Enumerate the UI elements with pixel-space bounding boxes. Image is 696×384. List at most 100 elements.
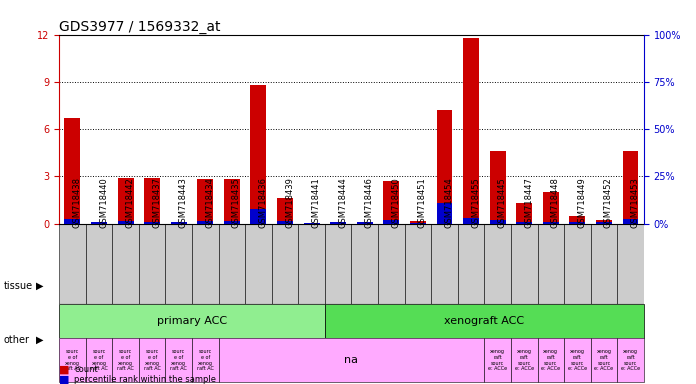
Bar: [251, 85, 267, 223]
Bar: [224, 221, 240, 223]
Bar: [591, 223, 617, 305]
Text: ■: ■: [59, 364, 73, 374]
Text: GSM718446: GSM718446: [365, 177, 374, 228]
Bar: [192, 223, 219, 305]
Bar: [112, 338, 139, 382]
Bar: [564, 223, 591, 305]
Text: tissue: tissue: [3, 281, 33, 291]
Text: sourc
e of
xenog
raft AC: sourc e of xenog raft AC: [171, 349, 187, 371]
Bar: [65, 118, 81, 223]
Bar: [192, 338, 219, 382]
Bar: [511, 223, 537, 305]
Text: xenog
raft
sourc
e: ACCe: xenog raft sourc e: ACCe: [594, 349, 613, 371]
Text: GDS3977 / 1569332_at: GDS3977 / 1569332_at: [59, 20, 221, 33]
Bar: [59, 305, 325, 338]
Bar: [463, 38, 479, 223]
Bar: [516, 203, 532, 223]
Bar: [463, 218, 479, 223]
Text: GSM718449: GSM718449: [578, 177, 586, 228]
Bar: [166, 223, 192, 305]
Text: GSM718435: GSM718435: [232, 177, 241, 228]
Text: xenog
raft
sourc
e: ACCe: xenog raft sourc e: ACCe: [568, 349, 587, 371]
Bar: [219, 223, 245, 305]
Text: other: other: [3, 335, 29, 345]
Bar: [378, 223, 404, 305]
Bar: [59, 338, 86, 382]
Bar: [622, 151, 638, 223]
Text: GSM718436: GSM718436: [258, 177, 267, 228]
Bar: [436, 110, 452, 223]
Text: GSM718444: GSM718444: [338, 177, 347, 228]
Bar: [245, 223, 271, 305]
Bar: [271, 223, 299, 305]
Bar: [144, 222, 160, 223]
Bar: [617, 223, 644, 305]
Text: xenog
raft
sourc
e: ACCe: xenog raft sourc e: ACCe: [488, 349, 507, 371]
Text: sourc
e of
xenog
raft AC: sourc e of xenog raft AC: [90, 349, 107, 371]
Text: GSM718434: GSM718434: [205, 177, 214, 228]
Text: percentile rank within the sample: percentile rank within the sample: [74, 375, 216, 384]
Bar: [198, 221, 213, 223]
Bar: [118, 221, 134, 223]
Bar: [383, 220, 400, 223]
Text: xenog
raft
sourc
e: ACCe: xenog raft sourc e: ACCe: [514, 349, 534, 371]
Text: GSM718443: GSM718443: [179, 177, 188, 228]
Bar: [144, 178, 160, 223]
Bar: [617, 338, 644, 382]
Bar: [490, 220, 505, 223]
Bar: [543, 192, 559, 223]
Bar: [569, 217, 585, 223]
Text: GSM718441: GSM718441: [312, 177, 321, 228]
Text: GSM718439: GSM718439: [285, 177, 294, 228]
Text: GSM718454: GSM718454: [445, 177, 454, 228]
Text: xenog
raft
sourc
e: ACCe: xenog raft sourc e: ACCe: [541, 349, 560, 371]
Text: count: count: [74, 365, 98, 374]
Bar: [432, 223, 458, 305]
Text: GSM718453: GSM718453: [631, 177, 640, 228]
Text: ▶: ▶: [36, 281, 44, 291]
Bar: [516, 222, 532, 223]
Bar: [251, 209, 267, 223]
Text: GSM718448: GSM718448: [551, 177, 560, 228]
Bar: [436, 203, 452, 223]
Bar: [139, 223, 166, 305]
Bar: [490, 151, 505, 223]
Bar: [537, 338, 564, 382]
Text: GSM718445: GSM718445: [498, 177, 507, 228]
Bar: [484, 338, 511, 382]
Bar: [166, 338, 192, 382]
Bar: [325, 305, 644, 338]
Text: sourc
e of
xenog
raft AC: sourc e of xenog raft AC: [197, 349, 214, 371]
Bar: [139, 338, 166, 382]
Bar: [596, 220, 612, 223]
Bar: [91, 222, 107, 223]
Text: GSM718455: GSM718455: [471, 177, 480, 228]
Bar: [277, 198, 293, 223]
Text: GSM718452: GSM718452: [604, 177, 613, 228]
Bar: [65, 219, 81, 223]
Text: GSM718451: GSM718451: [418, 177, 427, 228]
Text: ■: ■: [59, 374, 73, 384]
Bar: [569, 222, 585, 223]
Text: GSM718440: GSM718440: [99, 177, 108, 228]
Bar: [86, 223, 112, 305]
Text: GSM718447: GSM718447: [524, 177, 533, 228]
Text: GSM718437: GSM718437: [152, 177, 161, 228]
Text: primary ACC: primary ACC: [157, 316, 227, 326]
Bar: [596, 222, 612, 223]
Bar: [59, 223, 86, 305]
Bar: [511, 338, 537, 382]
Bar: [198, 179, 213, 223]
Bar: [357, 222, 373, 223]
Bar: [537, 223, 564, 305]
Text: xenograft ACC: xenograft ACC: [444, 316, 524, 326]
Bar: [118, 178, 134, 223]
Bar: [325, 223, 351, 305]
Bar: [410, 221, 426, 223]
Bar: [383, 181, 400, 223]
Bar: [86, 338, 112, 382]
Bar: [224, 179, 240, 223]
Text: na: na: [345, 355, 358, 365]
Bar: [330, 222, 346, 223]
Text: GSM718450: GSM718450: [391, 177, 400, 228]
